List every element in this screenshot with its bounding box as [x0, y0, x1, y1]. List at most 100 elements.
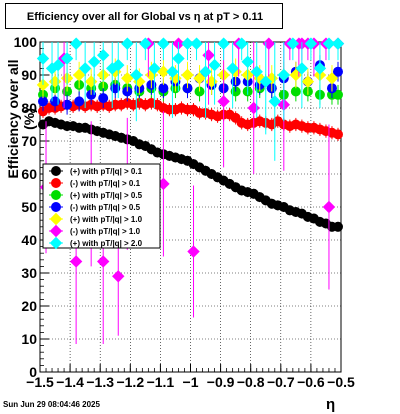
- data-point: [74, 96, 85, 107]
- legend-label: (+) with pT/|q| > 0.5: [70, 191, 143, 200]
- data-point: [241, 55, 254, 69]
- data-point: [121, 72, 134, 85]
- legend-marker: [49, 236, 63, 250]
- y-tick-label: 0: [29, 364, 37, 380]
- x-tick-label: −1.2: [116, 374, 144, 390]
- data-point: [157, 65, 170, 78]
- data-point: [158, 83, 169, 94]
- x-tick-label: −1: [183, 374, 199, 390]
- data-point: [199, 65, 212, 78]
- data-point: [69, 255, 83, 268]
- y-tick-label: 70: [21, 133, 37, 149]
- y-tick-label: 50: [21, 199, 37, 215]
- chart-title: Efficiency over all for Global vs η at p…: [26, 11, 264, 23]
- legend-box: [42, 163, 161, 249]
- y-tick-label: 90: [21, 67, 37, 83]
- data-point: [332, 221, 343, 232]
- legend: (+) with pT/|q| > 0.1 (-) with pT/|q| > 0…: [42, 163, 161, 250]
- x-tick-label: −0.9: [207, 374, 235, 390]
- data-point: [36, 52, 50, 65]
- data-point: [181, 68, 194, 82]
- data-point: [187, 245, 200, 258]
- data-point: [295, 62, 309, 75]
- x-tick-label: −1.4: [56, 374, 84, 390]
- data-point: [148, 62, 161, 75]
- data-point: [290, 86, 301, 97]
- data-point: [325, 72, 339, 85]
- data-point: [193, 72, 206, 85]
- legend-label: (+) with pT/|q| > 1.0: [70, 215, 143, 224]
- data-point: [87, 55, 101, 69]
- legend-label: (-) with pT/|q| > 0.5: [70, 203, 141, 212]
- data-point: [60, 52, 74, 65]
- data-point: [332, 129, 343, 140]
- data-point: [97, 48, 110, 62]
- y-tick-label: 30: [21, 265, 37, 281]
- data-point: [50, 96, 61, 107]
- data-point: [69, 37, 83, 50]
- x-tick-label: −0.5: [327, 374, 355, 390]
- data-point: [112, 58, 125, 72]
- x-tick-label: −0.8: [237, 374, 265, 390]
- legend-label: (-) with pT/|q| > 0.1: [70, 179, 141, 188]
- data-point: [322, 200, 336, 214]
- legend-label: (+) with pT/|q| > 2.0: [70, 239, 143, 248]
- data-point: [286, 37, 300, 50]
- legend-marker: [51, 166, 61, 176]
- data-point: [97, 255, 110, 268]
- series-layer: [36, 37, 345, 344]
- data-point: [332, 89, 343, 100]
- data-point: [181, 37, 194, 50]
- data-point: [250, 65, 263, 78]
- data-point: [313, 62, 327, 75]
- legend-marker: [51, 178, 61, 188]
- data-point: [332, 66, 343, 77]
- legend-marker: [49, 212, 63, 226]
- data-point: [157, 37, 170, 50]
- x-axis-ticks: −1.5 −1.4 −1.3 −1.2 −1.1 −1 −0.9 −0.8 −0.7 −0.6 −0…: [26, 364, 355, 390]
- data-point: [190, 37, 203, 50]
- data-point: [51, 58, 65, 72]
- y-tick-label: 60: [21, 166, 37, 182]
- series-group: [36, 37, 345, 161]
- x-tick-label: −0.7: [267, 374, 295, 390]
- title-box: Efficiency over all for Global vs η at p…: [5, 3, 283, 29]
- data-point: [78, 62, 92, 75]
- data-point: [98, 93, 109, 104]
- data-point: [277, 68, 291, 82]
- legend-marker: [49, 224, 63, 238]
- series-group: [38, 116, 343, 232]
- legend-label: (+) with pT/|q| > 0.1: [70, 167, 143, 176]
- y-tick-label: 80: [21, 100, 37, 116]
- y-axis-label: Efficiency over all (%): [5, 59, 37, 179]
- data-point: [226, 62, 239, 75]
- legend-label: (-) with pT/|q| > 1.0: [70, 227, 141, 236]
- data-point: [322, 37, 336, 50]
- y-tick-label: 10: [21, 331, 37, 347]
- data-point: [38, 96, 49, 107]
- data-point: [301, 75, 315, 88]
- data-point: [72, 68, 86, 82]
- y-tick-label: 100: [14, 34, 38, 50]
- x-tick-label: −1.1: [147, 374, 175, 390]
- legend-marker: [51, 202, 61, 212]
- data-point: [208, 58, 221, 72]
- y-tick-label: 40: [21, 232, 37, 248]
- data-point: [304, 37, 318, 50]
- x-axis-label: η: [326, 396, 336, 413]
- data-point: [62, 99, 73, 110]
- x-tick-label: −1.3: [86, 374, 114, 390]
- data-point: [112, 270, 125, 283]
- data-point: [166, 65, 179, 78]
- data-point: [217, 95, 230, 108]
- data-point: [121, 37, 134, 50]
- y-tick-label: 20: [21, 298, 37, 314]
- timestamp: Sun Jun 29 08:04:46 2025: [3, 400, 100, 409]
- data-point: [331, 37, 345, 50]
- data-point: [268, 95, 281, 108]
- x-tick-label: −1.5: [26, 374, 54, 390]
- data-point: [139, 37, 152, 50]
- data-point: [217, 37, 230, 50]
